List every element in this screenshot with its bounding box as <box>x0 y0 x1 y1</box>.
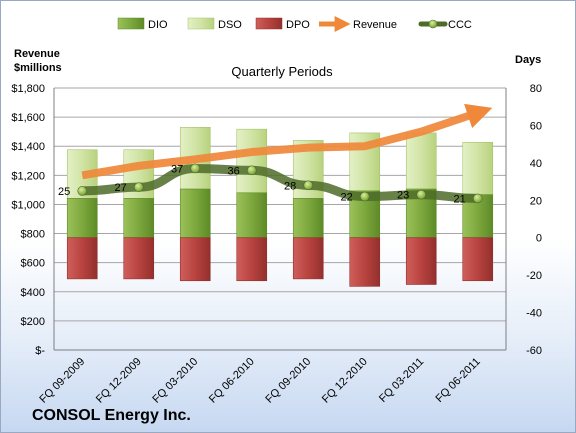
bar-dio <box>292 198 324 239</box>
left-tick-label: $1,600 <box>11 112 45 124</box>
right-tick-labels: -60 -40 -20 0 20 40 60 80 <box>526 83 542 357</box>
legend-swatch-dpo <box>255 17 283 30</box>
ccc-data-label: 22 <box>341 192 353 204</box>
bar-dpo <box>66 237 98 280</box>
left-tick-label: $1,200 <box>11 170 45 182</box>
axes <box>53 88 507 351</box>
right-tick-label: 40 <box>530 158 542 170</box>
ccc-series: 25 27 37 36 28 22 23 21 <box>58 163 483 205</box>
ccc-data-label: 21 <box>454 193 466 205</box>
legend-label-revenue: Revenue <box>353 19 397 31</box>
category-label: FQ 12-2010 <box>320 356 370 406</box>
bar-dso <box>405 132 437 190</box>
bar-dpo <box>462 237 494 282</box>
right-tick-label: -20 <box>526 270 542 282</box>
left-tick-label: $1,800 <box>11 83 45 95</box>
right-axis-title: Days <box>515 54 541 66</box>
legend-item-ccc: CCC <box>418 19 472 31</box>
right-tick-label: -60 <box>526 345 542 357</box>
legend-label-dio: DIO <box>148 19 168 31</box>
bar-dpo <box>405 237 437 285</box>
legend-label-dso: DSO <box>218 19 242 31</box>
bar-dpo <box>123 237 155 280</box>
ccc-data-label: 27 <box>115 182 127 194</box>
category-label: FQ 09-2009 <box>37 356 87 406</box>
legend-item-dpo: DPO <box>255 17 310 31</box>
category-label: FQ 06-2011 <box>433 356 482 405</box>
ccc-data-label: 23 <box>397 190 409 202</box>
left-tick-label: $400 <box>21 287 45 299</box>
ccc-line <box>77 163 483 203</box>
ccc-marker <box>77 186 88 196</box>
category-label: FQ 03-2011 <box>377 356 426 405</box>
ccc-data-label: 28 <box>284 180 296 192</box>
ccc-data-label: 36 <box>228 165 240 177</box>
left-tick-label: $800 <box>21 229 45 241</box>
ccc-marker <box>246 165 257 176</box>
ccc-data-label: 37 <box>171 163 183 175</box>
left-tick-label: $200 <box>21 316 45 328</box>
bar-dso <box>236 128 268 194</box>
right-tick-label: 0 <box>536 233 542 245</box>
category-labels: FQ 09-2009 FQ 12-2009 FQ 03-2010 FQ 06-2010… <box>37 356 482 406</box>
right-tick-label: -40 <box>526 308 542 320</box>
chart-title: Quarterly Periods <box>231 64 333 79</box>
legend-item-dso: DSO <box>187 17 242 31</box>
bar-dio <box>179 188 211 239</box>
category-label: FQ 09-2010 <box>263 356 313 406</box>
left-tick-label: $600 <box>21 258 45 270</box>
bars <box>66 127 494 287</box>
ccc-marker <box>416 189 427 200</box>
legend-swatch-dso <box>187 17 215 30</box>
ccc-marker <box>359 191 370 202</box>
left-tick-label: $1,000 <box>11 199 45 211</box>
ccc-marker <box>133 182 144 192</box>
revenue-series <box>81 103 493 180</box>
bar-dpo <box>349 237 381 287</box>
legend-item-dio: DIO <box>117 17 168 31</box>
left-tick-label: $- <box>35 345 45 357</box>
ccc-marker <box>190 163 201 174</box>
left-axis-title-line-2: $millions <box>14 62 62 74</box>
bar-dio <box>123 198 155 239</box>
bar-dpo <box>292 237 324 280</box>
legend-swatch-dio <box>117 17 145 30</box>
right-tick-label: 20 <box>530 195 542 207</box>
ccc-marker <box>472 193 483 204</box>
bar-dpo <box>179 237 211 282</box>
right-tick-label: 60 <box>530 120 542 132</box>
bar-dio <box>66 198 98 239</box>
left-tick-label: $1,400 <box>11 141 45 153</box>
category-label: FQ 06-2010 <box>207 356 257 406</box>
bar-dso <box>462 141 494 195</box>
revenue-line <box>81 103 493 180</box>
ccc-data-label: 25 <box>58 186 70 198</box>
legend-marker-ccc <box>428 19 438 29</box>
ccc-marker <box>303 180 314 191</box>
left-axis-title-line-1: Revenue <box>14 48 60 60</box>
company-name: CONSOL Energy Inc. <box>32 407 191 424</box>
category-label: FQ 12-2009 <box>94 356 144 406</box>
bar-dio <box>236 192 268 239</box>
legend-label-ccc: CCC <box>448 19 472 31</box>
legend-item-revenue: Revenue <box>319 15 397 33</box>
left-tick-labels: $- $200 $400 $600 $800 $1,000 $1,200 $1,400 $1,6… <box>11 83 45 357</box>
bar-dpo <box>236 237 268 282</box>
right-tick-label: 80 <box>530 83 542 95</box>
legend-label-dpo: DPO <box>286 19 310 31</box>
legend: DIO DSO DPO Revenue CCC <box>117 15 472 33</box>
category-label: FQ 03-2010 <box>150 356 200 406</box>
